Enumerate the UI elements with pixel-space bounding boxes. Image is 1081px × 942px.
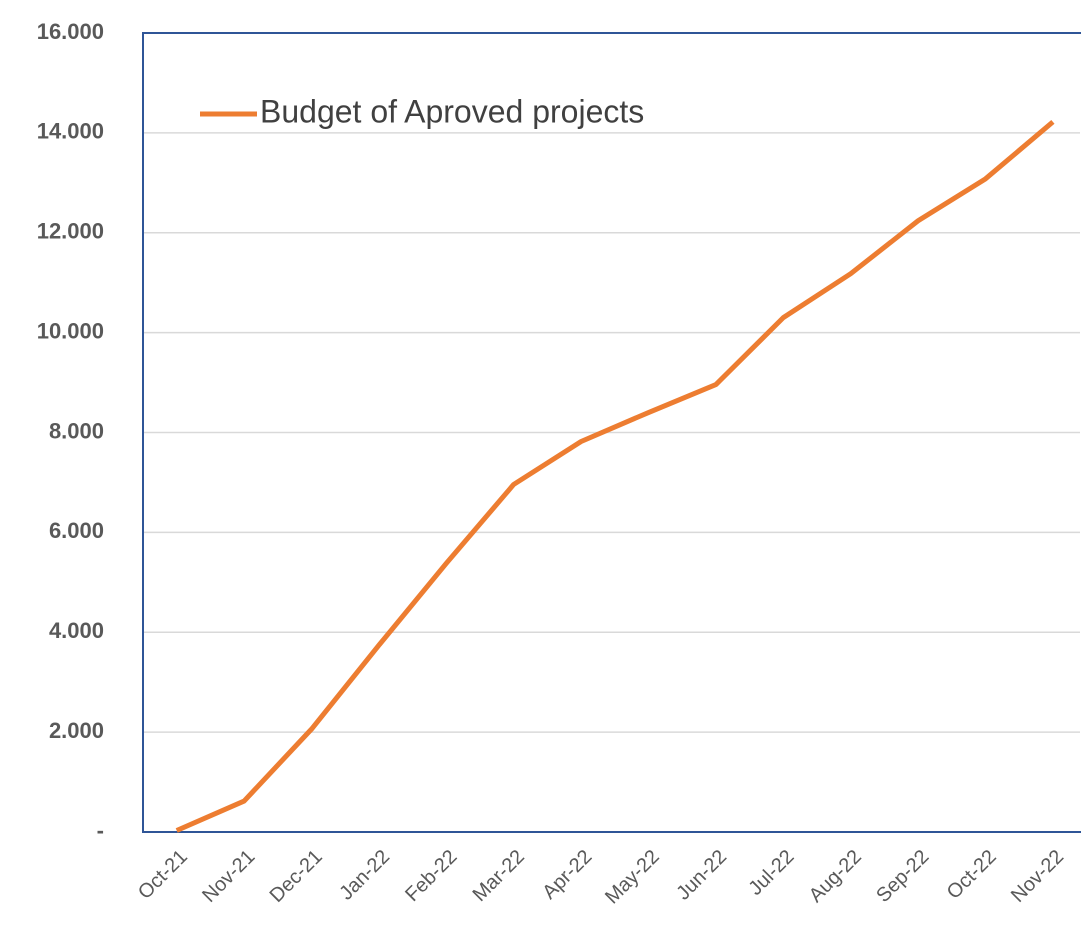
x-tick-label: Nov-21 xyxy=(198,846,259,907)
x-tick-label: Dec-21 xyxy=(266,846,327,907)
y-tick-label: 4.000 xyxy=(49,618,104,643)
x-tick-label: Feb-22 xyxy=(401,846,461,906)
x-tick-label: Oct-21 xyxy=(134,846,192,904)
y-tick-label: 12.000 xyxy=(37,219,104,244)
y-tick-label: 16.000 xyxy=(37,19,104,44)
y-tick-label: 10.000 xyxy=(37,318,104,343)
x-tick-label: Jan-22 xyxy=(335,846,394,905)
x-tick-label: Sep-22 xyxy=(872,846,933,907)
x-tick-label: Aug-22 xyxy=(805,846,866,907)
x-tick-label: Nov-22 xyxy=(1007,846,1068,907)
legend-label: Budget of Aproved projects xyxy=(260,93,644,129)
x-tick-label: Apr-22 xyxy=(538,846,596,904)
x-tick-label: Mar-22 xyxy=(469,846,529,906)
y-tick-label: - xyxy=(97,818,104,843)
x-tick-label: Jul-22 xyxy=(744,846,798,900)
y-tick-label: 2.000 xyxy=(49,718,104,743)
y-tick-label: 6.000 xyxy=(49,518,104,543)
x-tick-label: May-22 xyxy=(601,846,664,909)
x-tick-label: Jun-22 xyxy=(672,846,731,905)
x-tick-label: Oct-22 xyxy=(943,846,1001,904)
plot-border xyxy=(142,32,1081,833)
y-tick-label: 8.000 xyxy=(49,418,104,443)
line-series xyxy=(175,119,1055,833)
y-tick-label: 14.000 xyxy=(37,119,104,144)
